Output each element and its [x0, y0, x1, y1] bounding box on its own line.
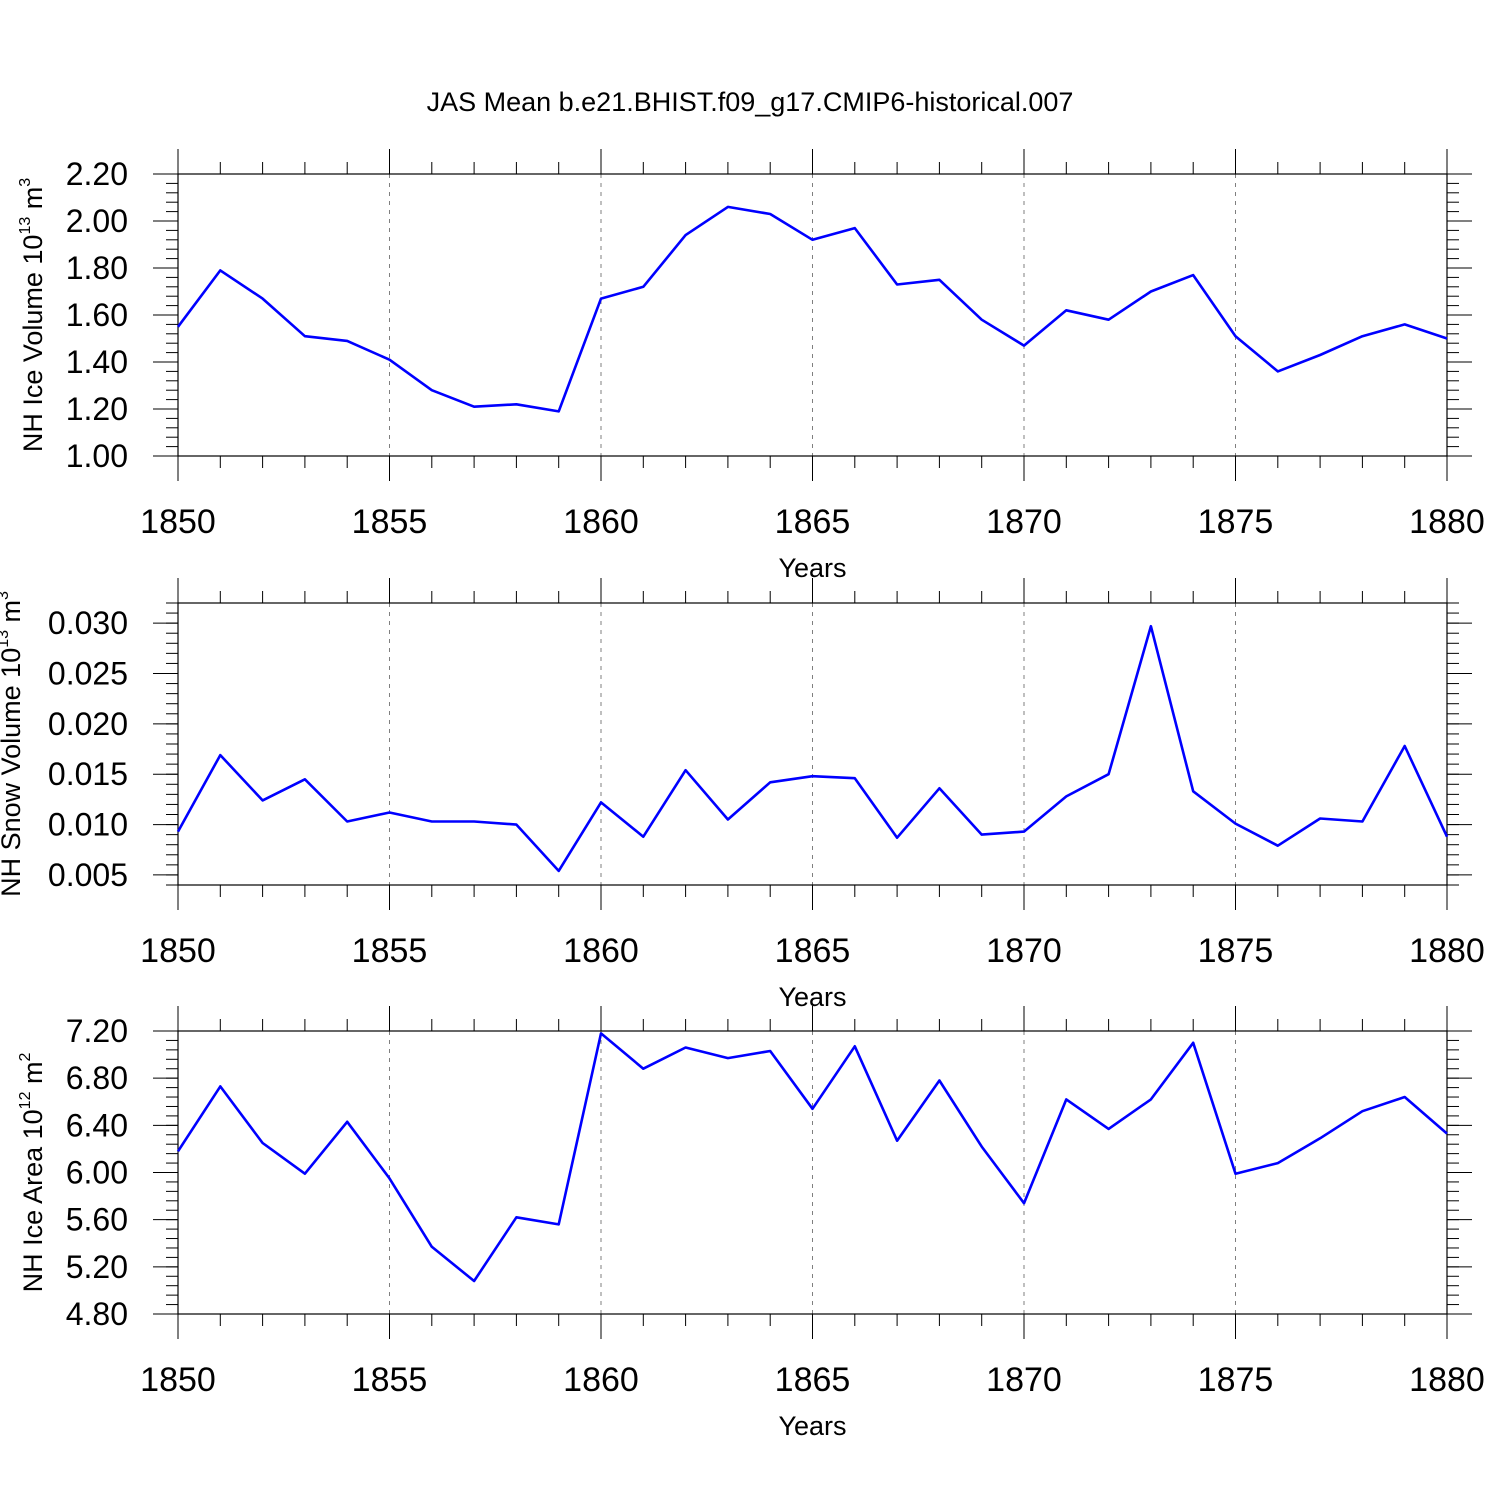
y-axis-label-unit-exponent: 3: [0, 591, 12, 600]
series-line: [176, 1032, 1448, 1283]
y-tick-label: 1.80: [66, 250, 128, 286]
y-axis-label: NH Snow Volume 1013 m3: [0, 591, 26, 897]
x-tick-label: 1855: [352, 1361, 428, 1399]
y-tick-label: 0.020: [48, 706, 128, 742]
series-line: [176, 205, 1448, 413]
x-tick-label: 1860: [563, 503, 639, 541]
x-tick-label: 1875: [1198, 503, 1274, 541]
x-tick-label: 1860: [563, 1361, 639, 1399]
y-tick-label: 0.015: [48, 756, 128, 792]
y-axis-label-text: NH Snow Volume 10: [0, 648, 26, 897]
y-tick-label: 1.00: [66, 438, 128, 474]
y-tick-label: 7.20: [66, 1013, 128, 1049]
y-tick-label: 1.20: [66, 391, 128, 427]
x-tick-label: 1850: [140, 932, 216, 970]
x-axis-label: Years: [778, 1411, 846, 1441]
x-tick-label: 1880: [1409, 503, 1485, 541]
y-axis-label: NH Ice Volume 1013 m3: [17, 178, 48, 452]
chart-title: JAS Mean b.e21.BHIST.f09_g17.CMIP6-histo…: [427, 87, 1074, 117]
series-line: [176, 624, 1449, 873]
y-axis-label-exponent: 13: [0, 630, 12, 648]
plot-frame: [177, 173, 1448, 457]
plot-frame: [177, 1030, 1448, 1315]
panel-3: 1850 1855 1860 1865 1870 1875 1880 4.80 5.20 5.60…: [17, 1006, 1485, 1441]
x-tick-label: 1865: [775, 503, 851, 541]
y-tick-label: 4.80: [66, 1296, 128, 1332]
y-tick-label: 2.20: [66, 156, 128, 192]
x-tick-label: 1875: [1198, 1361, 1274, 1399]
y-axis-label-unit-exponent: 2: [17, 1053, 34, 1062]
x-tick-label: 1860: [563, 932, 639, 970]
x-tick-label: 1880: [1409, 1361, 1485, 1399]
y-tick-label: 5.60: [66, 1202, 128, 1238]
x-tick-label: 1875: [1198, 932, 1274, 970]
panel-1: 1850 1855 1860 1865 1870 1875 1880 1.00 1.20 1.40…: [17, 149, 1485, 583]
y-axis-label-unit: m: [0, 600, 26, 630]
y-tick-label: 0.030: [48, 605, 128, 641]
x-tick-label: 1870: [986, 503, 1062, 541]
y-tick-label: 2.00: [66, 203, 128, 239]
x-tick-label: 1855: [352, 932, 428, 970]
y-axis-label-exponent: 12: [17, 1091, 34, 1109]
y-tick-label: 0.025: [48, 656, 128, 692]
y-tick-label: 1.40: [66, 344, 128, 380]
x-tick-label: 1850: [140, 1361, 216, 1399]
x-tick-label: 1865: [775, 932, 851, 970]
y-tick-label: 0.005: [48, 857, 128, 893]
x-tick-label: 1870: [986, 1361, 1062, 1399]
y-axis-label-unit-exponent: 3: [17, 178, 34, 187]
panels: 1850 1855 1860 1865 1870 1875 1880 1.00 1.20 1.40…: [0, 149, 1485, 1441]
x-tick-label: 1870: [986, 932, 1062, 970]
y-tick-label: 6.40: [66, 1107, 128, 1143]
y-axis-label: NH Ice Area 1012 m2: [17, 1053, 48, 1293]
y-tick-label: 5.20: [66, 1249, 128, 1285]
x-tick-label: 1865: [775, 1361, 851, 1399]
y-tick-label: 6.00: [66, 1155, 128, 1191]
y-axis-label-text: NH Ice Volume 10: [18, 235, 48, 453]
x-tick-label: 1855: [352, 503, 428, 541]
x-tick-label: 1850: [140, 503, 216, 541]
y-axis-label-exponent: 13: [17, 217, 34, 235]
y-axis-label-unit: m: [18, 187, 48, 217]
y-tick-label: 6.80: [66, 1060, 128, 1096]
y-tick-label: 0.010: [48, 807, 128, 843]
y-axis-label-unit: m: [18, 1062, 48, 1092]
x-tick-label: 1880: [1409, 932, 1485, 970]
panel-2: 1850 1855 1860 1865 1870 1875 1880 0.005 0.010 0.…: [0, 578, 1485, 1012]
y-tick-label: 1.60: [66, 297, 128, 333]
plot-frame: [177, 602, 1448, 886]
y-axis-label-text: NH Ice Area 10: [18, 1109, 48, 1292]
